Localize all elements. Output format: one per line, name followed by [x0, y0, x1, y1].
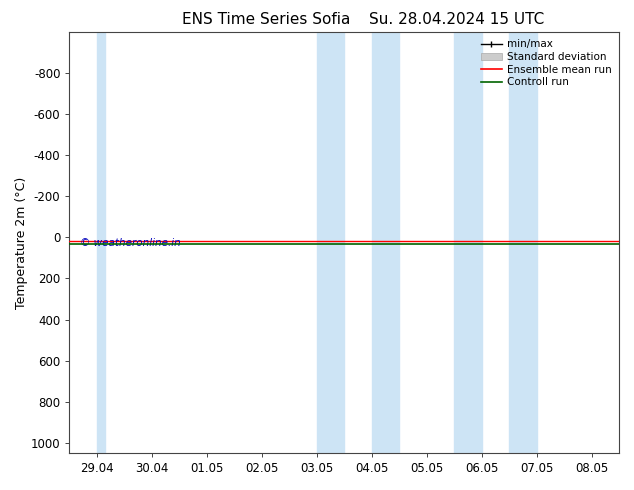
Text: ENS Time Series Sofia: ENS Time Series Sofia: [182, 12, 351, 27]
Y-axis label: Temperature 2m (°C): Temperature 2m (°C): [15, 176, 28, 309]
Bar: [454, 32, 482, 453]
Text: Su. 28.04.2024 15 UTC: Su. 28.04.2024 15 UTC: [369, 12, 544, 27]
Bar: [509, 32, 536, 453]
Text: © weatheronline.in: © weatheronline.in: [81, 238, 181, 248]
Bar: [97, 32, 105, 453]
Legend: min/max, Standard deviation, Ensemble mean run, Controll run: min/max, Standard deviation, Ensemble me…: [479, 37, 614, 89]
Bar: [372, 32, 399, 453]
Bar: [317, 32, 344, 453]
